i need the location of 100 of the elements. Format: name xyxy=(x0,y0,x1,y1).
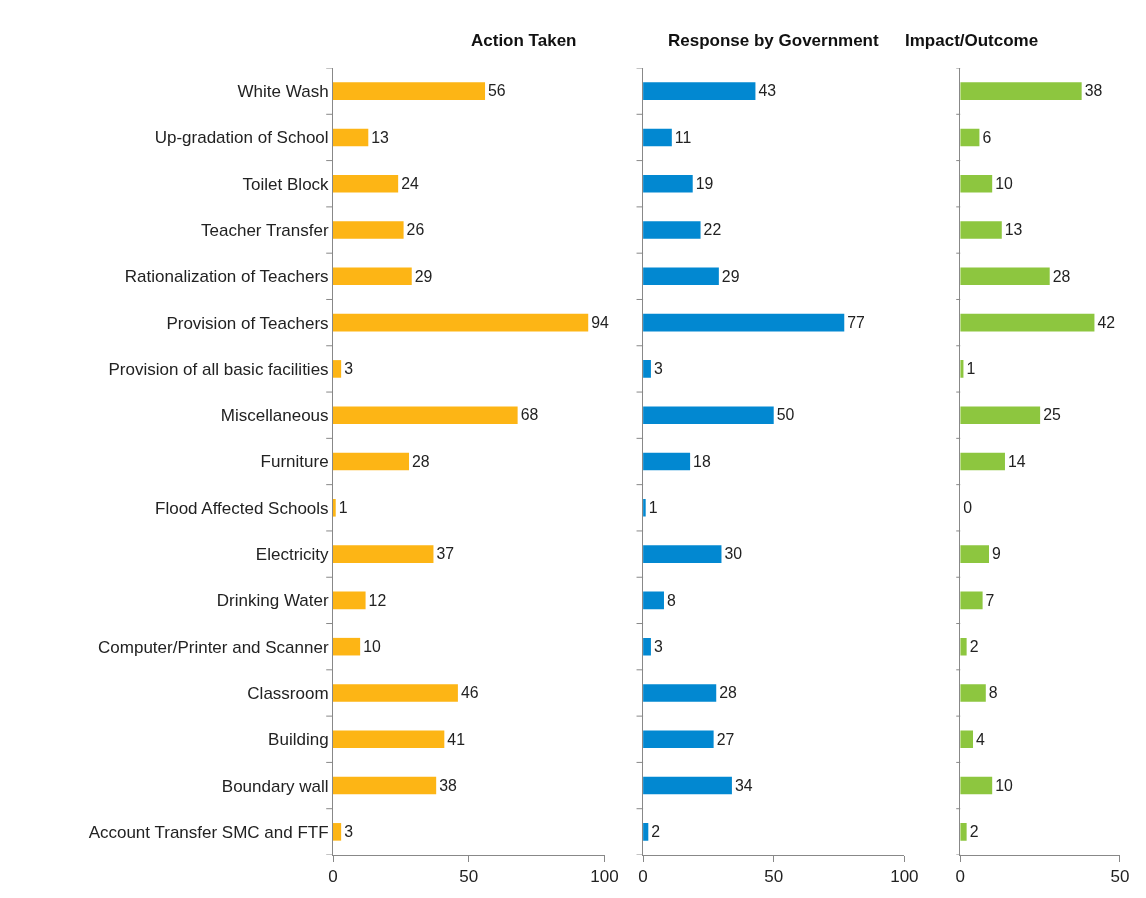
bar xyxy=(643,267,719,286)
chart-title: Impact/Outcome xyxy=(905,31,1039,50)
chart-title: Action Taken xyxy=(471,31,577,50)
bar xyxy=(333,823,342,841)
bar xyxy=(643,313,845,332)
bar xyxy=(333,776,437,795)
x-tick-label: 50 xyxy=(764,867,784,887)
data-label: 50 xyxy=(776,406,795,424)
bar xyxy=(960,637,967,656)
bar xyxy=(960,221,1002,239)
data-label: 14 xyxy=(1007,452,1026,470)
bar xyxy=(643,730,714,749)
bar xyxy=(333,637,361,656)
data-label: 10 xyxy=(995,175,1013,193)
data-label: 1 xyxy=(966,360,976,378)
bar xyxy=(333,730,445,749)
bar xyxy=(333,360,342,378)
data-label: 10 xyxy=(995,776,1013,794)
y-tick-label: Classroom xyxy=(247,683,329,703)
y-tick-label: Toilet Block xyxy=(242,174,330,194)
data-label: 26 xyxy=(406,221,425,239)
bar xyxy=(960,823,967,841)
data-label: 29 xyxy=(721,267,740,285)
bar xyxy=(333,267,412,286)
data-label: 2 xyxy=(969,637,979,655)
bar xyxy=(960,313,1095,332)
data-label: 1 xyxy=(648,499,658,517)
data-label: 77 xyxy=(847,313,865,331)
y-tick-label: Computer/Printer and Scanner xyxy=(98,637,329,657)
data-label: 34 xyxy=(734,776,753,794)
data-label: 43 xyxy=(758,82,777,100)
x-tick-label: 0 xyxy=(955,867,965,887)
y-tick-label: White Wash xyxy=(237,82,329,102)
y-tick-label: Provision of all basic facilities xyxy=(108,359,329,379)
data-label: 6 xyxy=(982,128,992,146)
data-label: 2 xyxy=(969,823,979,841)
y-tick-label: Rationalization of Teachers xyxy=(124,267,329,287)
data-label: 13 xyxy=(371,128,390,146)
data-label: 12 xyxy=(368,591,387,609)
y-tick-label: Building xyxy=(268,730,329,750)
bar xyxy=(643,452,691,471)
y-tick-label: Furniture xyxy=(260,452,329,472)
data-label: 30 xyxy=(724,545,743,563)
bar xyxy=(960,591,983,610)
data-label: 1 xyxy=(338,499,348,517)
data-label: 18 xyxy=(693,452,711,470)
bar xyxy=(333,174,399,193)
data-label: 42 xyxy=(1097,313,1116,331)
data-label: 0 xyxy=(963,499,973,517)
bar xyxy=(960,267,1050,286)
data-label: 13 xyxy=(1004,221,1023,239)
data-label: 27 xyxy=(716,730,735,748)
x-tick-label: 100 xyxy=(590,867,619,887)
bar xyxy=(643,776,732,795)
data-label: 41 xyxy=(447,730,466,748)
bar xyxy=(960,730,974,749)
data-label: 3 xyxy=(653,360,663,378)
data-label: 38 xyxy=(1084,82,1103,100)
y-tick-label: Flood Affected Schools xyxy=(155,498,329,518)
bar xyxy=(643,591,664,610)
bar xyxy=(960,452,1005,471)
y-tick-label: Up-gradation of School xyxy=(154,128,329,148)
data-label: 9 xyxy=(992,545,1001,563)
bar xyxy=(960,776,993,795)
y-tick-label: Electricity xyxy=(255,545,330,565)
data-label: 2 xyxy=(651,823,661,841)
bar xyxy=(333,128,369,147)
bar xyxy=(960,128,980,147)
bar xyxy=(643,82,756,100)
data-label: 37 xyxy=(436,545,455,563)
bar xyxy=(333,221,404,239)
y-tick-label: Account Transfer SMC and FTF xyxy=(88,822,329,842)
data-label: 94 xyxy=(591,313,610,331)
bar xyxy=(643,360,651,378)
chart-title: Response by Government xyxy=(668,31,879,50)
bar xyxy=(333,452,410,471)
bar xyxy=(333,591,366,610)
data-label: 46 xyxy=(460,684,479,702)
data-label: 28 xyxy=(1052,267,1071,285)
data-label: 68 xyxy=(520,406,539,424)
bar xyxy=(643,174,693,193)
y-tick-label: Boundary wall xyxy=(221,776,329,796)
x-tick-label: 50 xyxy=(1110,867,1130,887)
x-tick-label: 0 xyxy=(328,867,338,887)
bar xyxy=(333,499,336,517)
data-label: 29 xyxy=(414,267,433,285)
data-label: 38 xyxy=(439,776,457,794)
bar xyxy=(960,684,986,702)
bar xyxy=(643,221,701,239)
data-label: 11 xyxy=(674,128,692,146)
bar xyxy=(333,313,589,332)
bar xyxy=(960,82,1082,100)
data-label: 19 xyxy=(695,175,714,193)
y-tick-label: Teacher Transfer xyxy=(201,220,329,240)
bar xyxy=(333,545,434,563)
bar xyxy=(960,174,993,193)
data-label: 24 xyxy=(401,175,419,193)
data-label: 56 xyxy=(488,82,506,100)
data-label: 8 xyxy=(988,684,998,702)
data-label: 4 xyxy=(976,730,986,748)
